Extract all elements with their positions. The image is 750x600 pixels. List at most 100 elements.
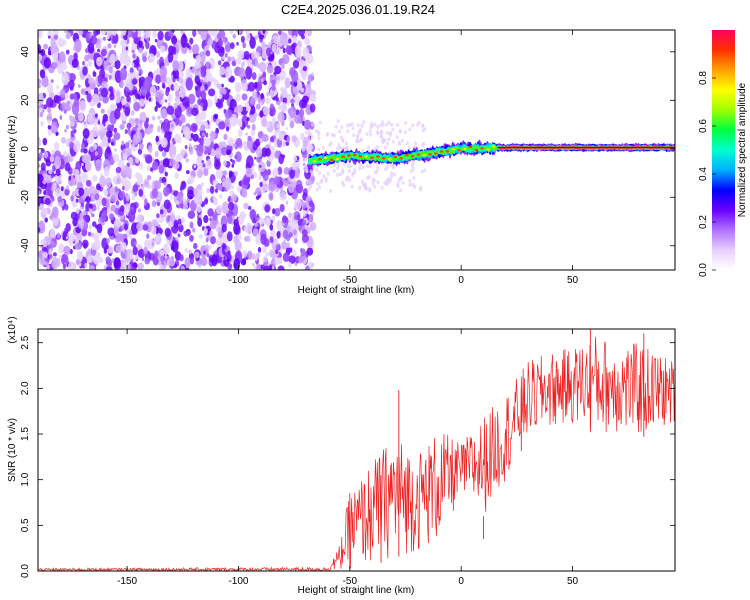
heatmap-noise-cell [233,139,236,143]
heatmap-noise-cell [48,248,53,255]
heatmap-noise-cell [48,35,51,39]
heatmap-noise-cell [122,185,125,191]
heatmap-noise-cell [396,184,400,189]
heatmap-noise-cell [75,207,80,214]
heatmap-noise-cell [296,57,301,62]
heatmap-noise-cell [309,225,313,230]
heatmap-noise-cell [317,185,321,190]
heatmap-noise-cell [185,77,193,91]
heatmap-ridge-peak [474,148,479,152]
heatmap-noise-cell [135,124,139,129]
heatmap-noise-cell [129,235,133,240]
heatmap-noise-cell [154,105,158,112]
heatmap-noise-cell [181,180,186,189]
heatmap-noise-cell [266,91,271,97]
heatmap-noise-cell [105,61,109,67]
heatmap-noise-cell [189,234,194,242]
heatmap-noise-cell [210,141,215,148]
heatmap-noise-cell [162,118,171,133]
heatmap-noise-cell [182,96,190,108]
heatmap-noise-cell [257,31,261,36]
heatmap-noise-cell [227,197,231,203]
heatmap-noise-cell [259,61,267,73]
heatmap-noise-cell [265,252,269,257]
heatmap-noise-cell [53,34,59,40]
heatmap-noise-cell [326,171,330,176]
heatmap-noise-cell [43,151,49,159]
heatmap-noise-cell [110,195,116,203]
heatmap-noise-cell [271,215,276,222]
heatmap-noise-cell [206,98,213,108]
heatmap-noise-cell [371,181,375,186]
heatmap-noise-cell [350,122,354,127]
heatmap-noise-cell [302,209,307,217]
heatmap-noise-cell [398,128,402,133]
heatmap-ridge-cell [451,150,455,154]
heatmap-noise-cell [73,92,78,100]
heatmap-noise-cell [110,204,116,212]
heatmap-noise-cell [114,108,121,120]
heatmap-noise-cell [92,71,97,77]
snr-y-tick-label: 0.5 [20,518,31,532]
heatmap-noise-cell [100,87,109,98]
heatmap-noise-cell [106,237,110,244]
heatmap-noise-cell [214,188,218,193]
heatmap-noise-cell [281,87,288,99]
heatmap-noise-cell [209,217,212,222]
heatmap-noise-cell [278,133,285,141]
heatmap-noise-cell [196,203,202,213]
heatmap-noise-cell [373,147,377,152]
heatmap-noise-cell [118,233,124,240]
heatmap-noise-cell [130,84,134,88]
heatmap-noise-cell [262,30,266,35]
heatmap-noise-cell [370,121,374,126]
heatmap-noise-cell [124,106,131,117]
heatmap-noise-cell [82,66,88,76]
heatmap-noise-cell [159,56,164,66]
heatmap-noise-cell [289,169,295,179]
heatmap-noise-cell [251,51,256,60]
heatmap-noise-cell [138,40,143,48]
heatmap-noise-cell [200,65,207,78]
heatmap-noise-cell [150,167,153,172]
heatmap-noise-cell [231,159,236,165]
heatmap-noise-cell [43,190,47,196]
heatmap-noise-cell [98,257,104,264]
heatmap-noise-cell [137,148,143,155]
heatmap-ridge-peak [358,155,363,158]
heatmap-noise-cell [88,231,92,237]
heatmap-noise-cell [191,67,197,75]
heatmap-noise-cell [264,258,268,263]
heatmap-noise-cell [299,108,305,118]
snr-frame [37,328,676,572]
heatmap-noise-cell [255,103,261,110]
heatmap-noise-cell [93,118,98,127]
heatmap-noise-cell [420,169,424,174]
heatmap-noise-cell [213,197,218,206]
heatmap-noise-cell [132,89,138,96]
heatmap-noise-cell [348,123,352,128]
heatmap-noise-cell [201,160,205,164]
heatmap-noise-cell [304,37,311,46]
heatmap-noise-cell [280,62,285,70]
heatmap-noise-cell [117,176,122,185]
heatmap-noise-cell [111,124,115,129]
heatmap-noise-cell [203,214,209,224]
heatmap-noise-cell [290,70,299,83]
heatmap-noise-cell [126,30,133,38]
heatmap-noise-cell [100,30,106,36]
heatmap-noise-cell [224,256,228,261]
heatmap-noise-cell [215,204,223,215]
heatmap-noise-cell [275,75,281,81]
heatmap-noise-cell [149,123,154,129]
heatmap-noise-cell [203,137,212,147]
heatmap-noise-cell [400,175,404,180]
heatmap-noise-cell [242,140,246,147]
heatmap-noise-cell [301,234,309,243]
heatmap-noise-cell [130,190,134,196]
heatmap-noise-cell [318,170,322,175]
heatmap-noise-cell [49,155,55,163]
heatmap-noise-cell [55,95,61,104]
heatmap-noise-cell [237,128,243,138]
heatmap-noise-cell [279,32,288,46]
